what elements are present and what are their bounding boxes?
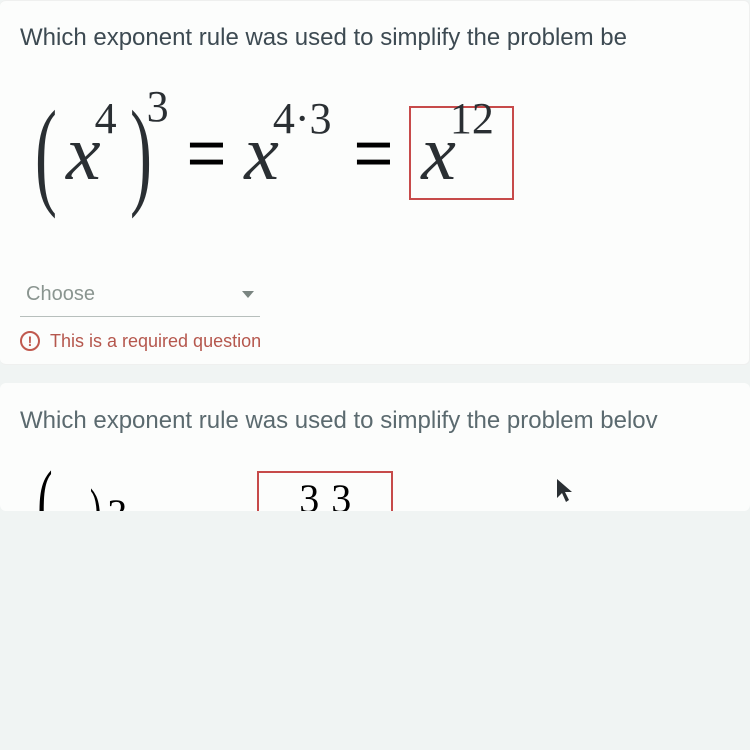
frag-exp-3: 3	[331, 476, 351, 511]
equals-1: =	[187, 119, 227, 187]
frag-exp-1: 3	[107, 491, 127, 511]
alert-icon: !	[20, 331, 40, 351]
term2-exp: 4·3	[273, 97, 332, 141]
frag-box: 3 3	[257, 471, 393, 511]
equation-term-3: x 12	[421, 114, 498, 192]
error-text: This is a required question	[50, 331, 261, 352]
frag-paren: (	[37, 472, 52, 511]
frag-exp-2: 3	[299, 476, 319, 511]
question-text-2: Which exponent rule was used to simplify…	[20, 407, 750, 435]
equation: ( x 4 ) 3 = x 4·3 = x 12	[20, 93, 749, 213]
question-card-1: Which exponent rule was used to simplify…	[0, 0, 750, 365]
question-text: Which exponent rule was used to simplify…	[20, 21, 749, 55]
dropdown-placeholder: Choose	[26, 283, 95, 306]
term3-exp: 12	[450, 97, 494, 141]
question-card-2: Which exponent rule was used to simplify…	[0, 383, 750, 511]
equals-2: =	[354, 119, 394, 187]
answer-dropdown[interactable]: Choose	[20, 273, 260, 317]
answer-box: x 12	[409, 106, 514, 200]
term1-exp: 4	[95, 97, 117, 141]
left-paren: (	[35, 93, 57, 213]
chevron-down-icon	[242, 291, 254, 298]
equation-term-1: ( x 4 ) 3	[26, 93, 169, 213]
equation-term-2: x 4·3	[244, 114, 335, 192]
error-message: ! This is a required question	[20, 331, 749, 352]
equation-fragment: ( )3 3 3	[20, 465, 750, 511]
term1-outer-exp: 3	[147, 85, 169, 129]
